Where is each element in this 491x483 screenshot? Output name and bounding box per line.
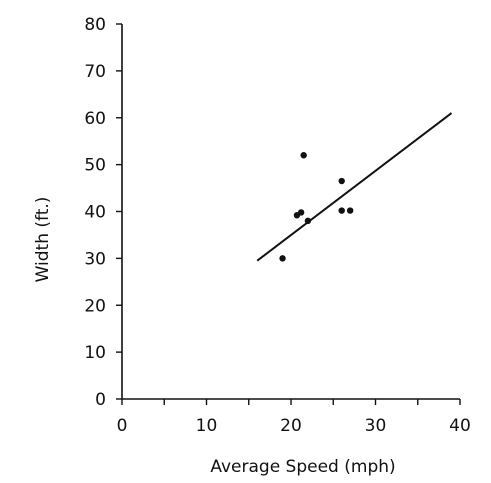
y-tick-label: 30 — [84, 249, 106, 269]
points-layer — [279, 152, 354, 262]
trendline — [256, 112, 453, 262]
y-tick-label: 50 — [84, 156, 106, 176]
x-tick-label: 20 — [280, 416, 302, 436]
data-point — [338, 177, 345, 185]
axes-layer — [121, 24, 460, 400]
data-point — [297, 209, 305, 216]
x-tick-label: 0 — [117, 416, 128, 436]
x-axis-title: Average Speed (mph) — [210, 457, 395, 477]
data-point — [300, 152, 307, 159]
y-tick-label: 80 — [84, 15, 106, 35]
x-tick-label: 10 — [196, 416, 218, 436]
x-tick-label: 40 — [449, 416, 471, 436]
y-tick-label: 40 — [84, 203, 106, 223]
data-point — [304, 217, 312, 225]
y-tick-label: 20 — [84, 296, 106, 316]
y-tick-label: 10 — [84, 343, 106, 363]
y-axis-title: Width (ft.) — [33, 197, 53, 283]
y-tick-label: 0 — [95, 390, 106, 410]
y-tick-label: 60 — [84, 109, 106, 129]
trend-layer — [256, 112, 453, 262]
data-point — [279, 255, 286, 262]
x-tick-label: 30 — [365, 416, 387, 436]
data-point — [338, 207, 345, 214]
data-point — [346, 207, 354, 214]
ticks-layer: 0 10 20 30 40 50 60 70 80 0 10 20 30 40 — [84, 15, 470, 436]
y-tick-label: 70 — [84, 62, 106, 82]
